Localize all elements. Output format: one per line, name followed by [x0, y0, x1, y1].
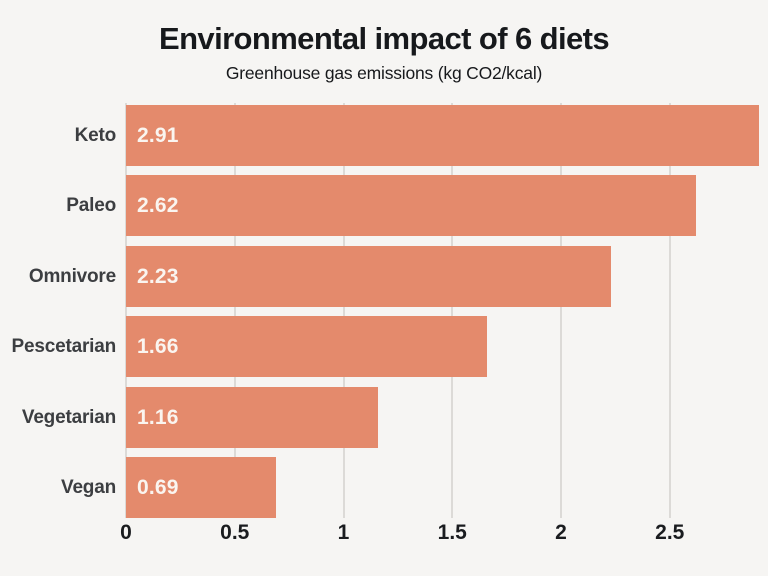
category-label: Pescetarian [11, 336, 117, 358]
x-tick-label: 2 [555, 521, 567, 544]
chart-subtitle: Greenhouse gas emissions (kg CO2/kcal) [225, 63, 543, 83]
gridline [560, 103, 562, 518]
bar-row: Paleo 2.62 [0, 175, 768, 237]
gridline [668, 103, 671, 518]
value-label: 0.69 [137, 475, 179, 499]
x-tick-label: 2.5 [655, 521, 685, 544]
bar-row: Keto 2.91 [0, 105, 768, 166]
bar-row: Omnivore 2.23 [0, 245, 768, 307]
bar: 1.16 [126, 386, 379, 448]
category-label: Keto [74, 125, 117, 146]
bar: 2.62 [126, 175, 696, 237]
x-tick-label: 1.5 [437, 521, 467, 544]
bar: 1.66 [126, 316, 488, 378]
bar: 0.69 [126, 456, 277, 518]
value-label: 2.62 [137, 194, 179, 218]
bar: 2.91 [126, 105, 759, 166]
category-label: Omnivore [28, 265, 116, 287]
chart-title: Environmental impact of 6 diets [159, 21, 610, 56]
gridlines [125, 103, 760, 518]
bar-row: Pescetarian 1.66 [0, 316, 768, 378]
gridline [342, 103, 345, 518]
bar-rows: Keto 2.91 Paleo 2.62 Omnivore 2.23 Pescetarian… [0, 105, 768, 518]
value-label: 1.16 [137, 405, 179, 429]
x-tick-label: 1 [337, 521, 350, 544]
gridline [233, 103, 236, 518]
value-label: 2.23 [137, 264, 179, 288]
x-axis: 0 0.5 1 1.5 2 2.5 [120, 521, 760, 551]
category-label: Paleo [66, 195, 116, 217]
gridline [125, 103, 127, 518]
x-tick-label: 0 [120, 521, 132, 544]
bar-row: Vegetarian 1.16 [0, 386, 768, 448]
category-label: Vegetarian [21, 406, 116, 428]
x-tick-label: 0.5 [220, 521, 250, 544]
value-label: 2.91 [137, 124, 179, 147]
gridline [451, 103, 454, 518]
bar-row: Vegan 0.69 [0, 456, 768, 518]
value-label: 1.66 [137, 335, 179, 359]
bar: 2.23 [126, 245, 612, 307]
category-label: Vegan [61, 476, 116, 498]
